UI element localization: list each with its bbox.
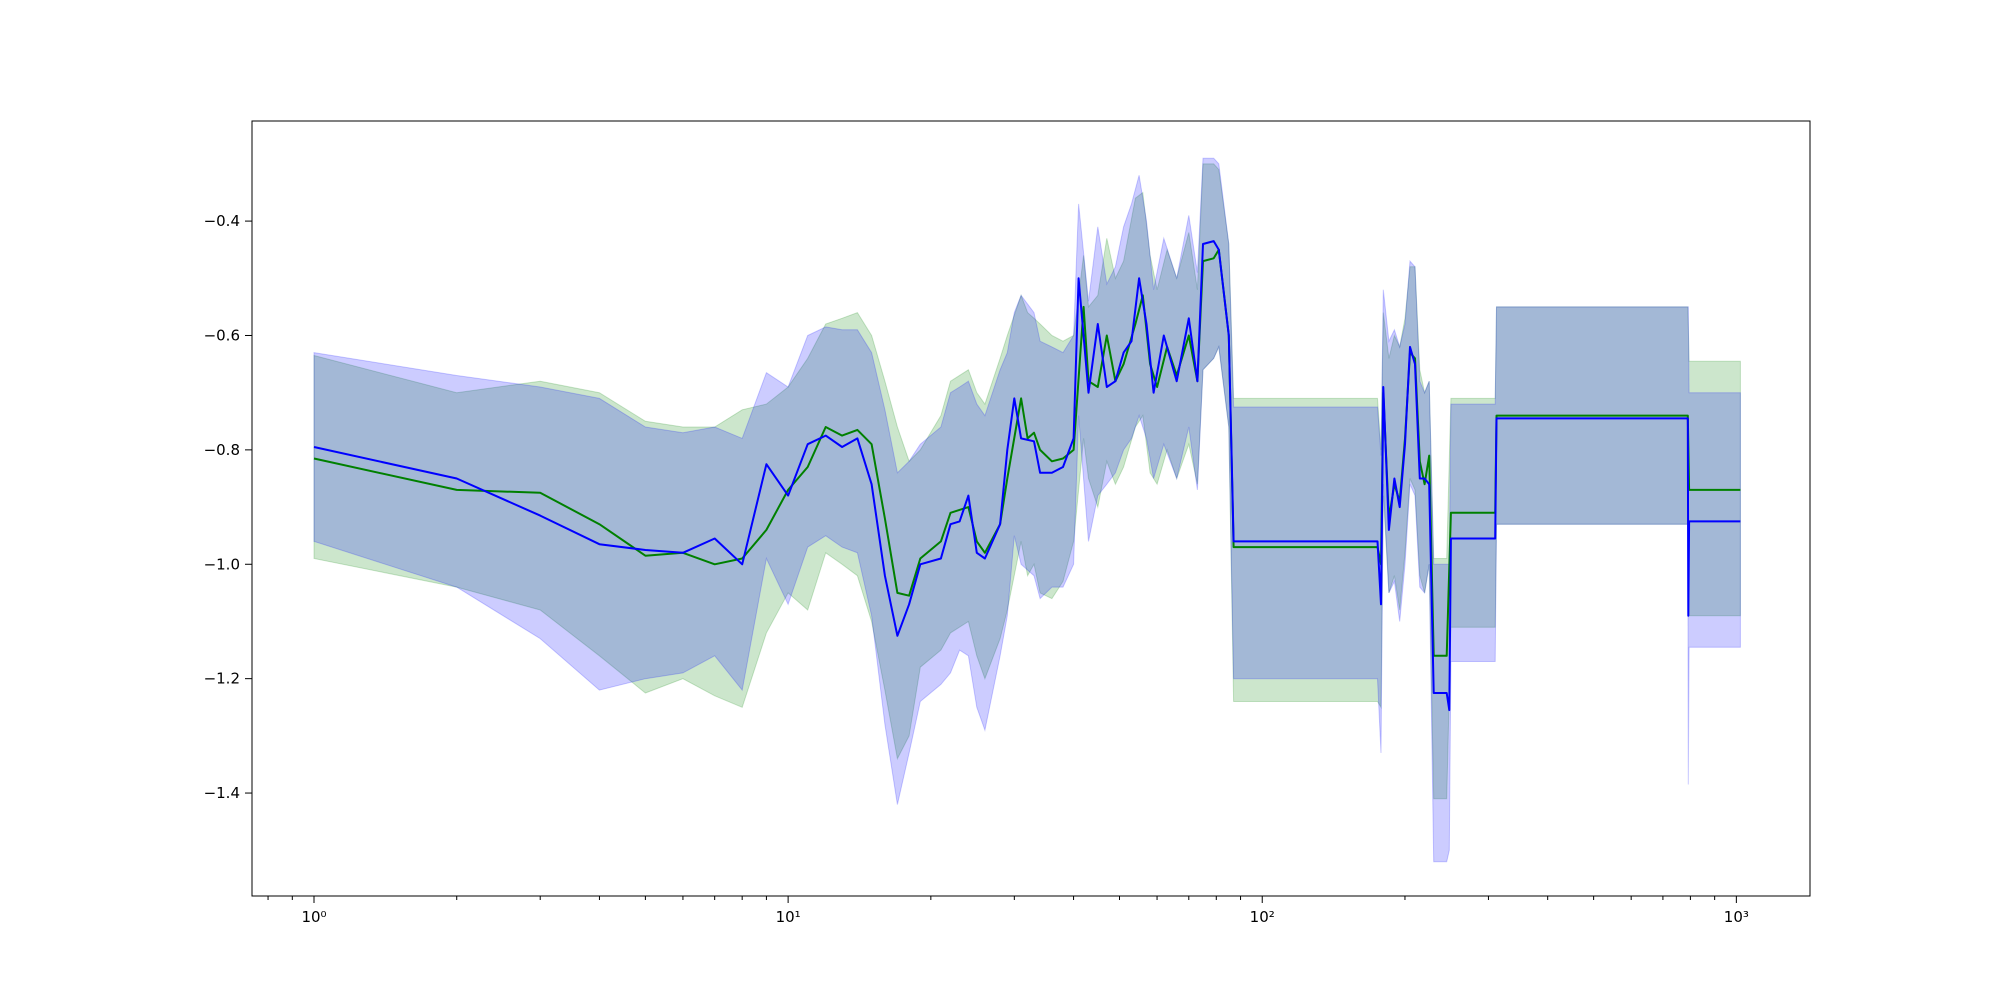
bands-layer bbox=[313, 157, 1741, 863]
plot-area-frame bbox=[251, 120, 1811, 897]
y-tick-label: −1.2 bbox=[204, 670, 240, 688]
series-2-confidence-band bbox=[313, 157, 1741, 863]
y-axis: −0.4 −0.6 −0.8 −1.0 −1.2 −1.4 bbox=[204, 212, 252, 802]
x-tick-label: 10⁰ bbox=[301, 908, 326, 926]
y-tick-label: −1.0 bbox=[204, 555, 240, 573]
series-1-confidence-band bbox=[313, 163, 1741, 800]
y-tick-label: −1.4 bbox=[204, 784, 240, 802]
y-tick-label: −0.4 bbox=[204, 212, 240, 230]
x-axis: 10⁰ 10¹ 10² 10³ bbox=[267, 896, 1749, 926]
x-tick-label: 10¹ bbox=[776, 908, 801, 926]
series-2-line bbox=[313, 240, 1741, 712]
x-tick-label: 10² bbox=[1250, 908, 1275, 926]
x-tick-label: 10³ bbox=[1724, 908, 1749, 926]
y-tick-label: −0.8 bbox=[204, 441, 240, 459]
y-tick-label: −0.6 bbox=[204, 326, 240, 344]
lines-layer bbox=[313, 240, 1741, 712]
